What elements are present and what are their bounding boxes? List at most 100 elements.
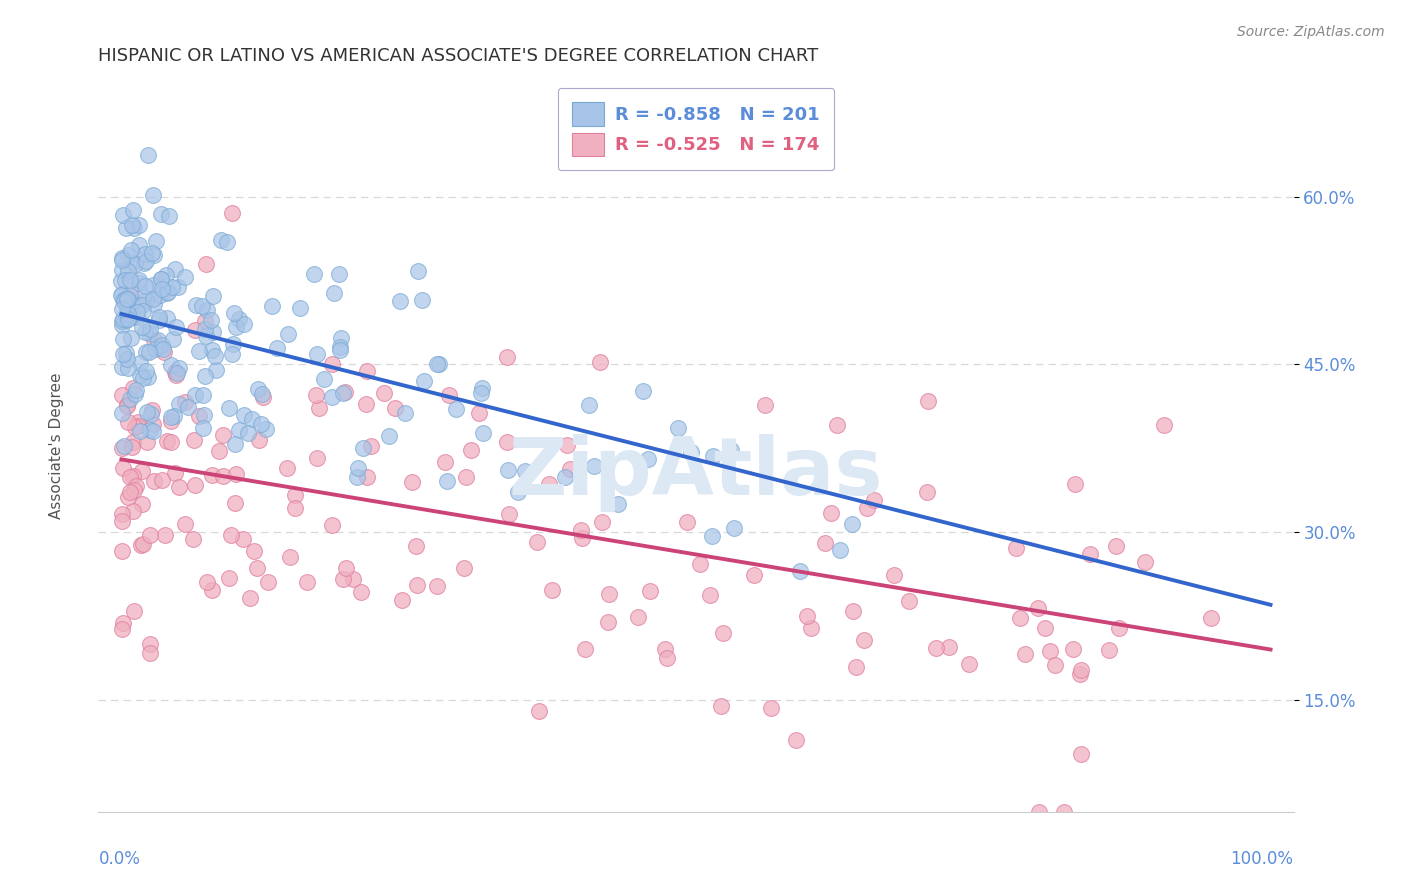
Point [159,358,181,372]
Point [1028,805,1050,819]
Point [666,421,689,435]
Point [128,424,150,438]
Point [655,651,678,665]
Point [184,478,207,492]
Point [163,409,186,423]
Point [118,485,141,500]
Point [221,206,243,220]
Point [129,537,152,551]
Point [406,577,429,591]
Point [578,398,600,412]
Point [589,354,612,368]
Point [785,733,807,747]
Point [720,442,742,457]
Point [689,557,711,571]
Point [167,360,190,375]
Point [322,285,344,300]
Point [195,329,218,343]
Point [278,550,301,565]
Point [142,424,165,438]
Point [329,331,352,345]
Point [111,622,134,636]
Point [353,441,375,455]
Point [135,364,157,378]
Point [124,420,146,434]
Point [1053,805,1076,819]
Point [290,301,312,315]
Point [160,414,183,428]
Point [134,345,156,359]
Point [814,536,837,550]
Point [163,365,186,379]
Point [115,312,138,326]
Point [132,290,155,304]
Point [125,479,148,493]
Point [143,248,166,262]
Point [637,452,659,467]
Point [163,467,186,481]
Point [200,312,222,326]
Point [1199,611,1222,625]
Point [796,609,818,624]
Point [277,327,299,342]
Point [121,296,143,310]
Point [638,583,661,598]
Point [124,257,146,271]
Point [1039,643,1062,657]
Point [328,267,350,281]
Point [150,282,173,296]
Point [111,441,134,455]
Text: HISPANIC OR LATINO VS AMERICAN ASSOCIATE'S DEGREE CORRELATION CHART: HISPANIC OR LATINO VS AMERICAN ASSOCIATE… [98,46,818,65]
Point [131,298,153,312]
Point [148,310,170,324]
Point [118,310,141,324]
Point [114,297,136,311]
Point [675,515,697,529]
Point [138,326,160,341]
Point [218,401,240,416]
Point [249,417,271,431]
Point [112,439,135,453]
Point [194,257,217,271]
Point [122,604,145,618]
Text: 0.0%: 0.0% [98,850,141,869]
Point [121,302,143,317]
Point [167,479,190,493]
Point [139,423,162,437]
Point [139,407,162,421]
Point [957,657,980,672]
Text: ZipAtlas: ZipAtlas [509,434,883,513]
Point [152,342,174,356]
Point [121,255,143,269]
Point [197,574,219,589]
Point [841,517,863,532]
Point [759,700,782,714]
Point [157,285,180,299]
Point [191,300,214,314]
Point [132,304,155,318]
Point [111,543,134,558]
Point [360,439,382,453]
Point [138,345,160,359]
Point [111,312,134,326]
Point [1078,547,1101,561]
Point [117,491,139,505]
Point [138,646,160,660]
Point [276,460,298,475]
Point [142,188,165,202]
Point [111,507,134,521]
Point [444,401,467,416]
Point [384,401,406,415]
Point [389,293,412,308]
Point [134,256,156,270]
Point [112,293,135,308]
Point [117,292,139,306]
Point [228,312,250,326]
Point [607,497,630,511]
Point [134,247,156,261]
Point [150,272,173,286]
Point [110,288,132,302]
Point [1133,555,1156,569]
Point [496,350,519,364]
Point [131,465,153,479]
